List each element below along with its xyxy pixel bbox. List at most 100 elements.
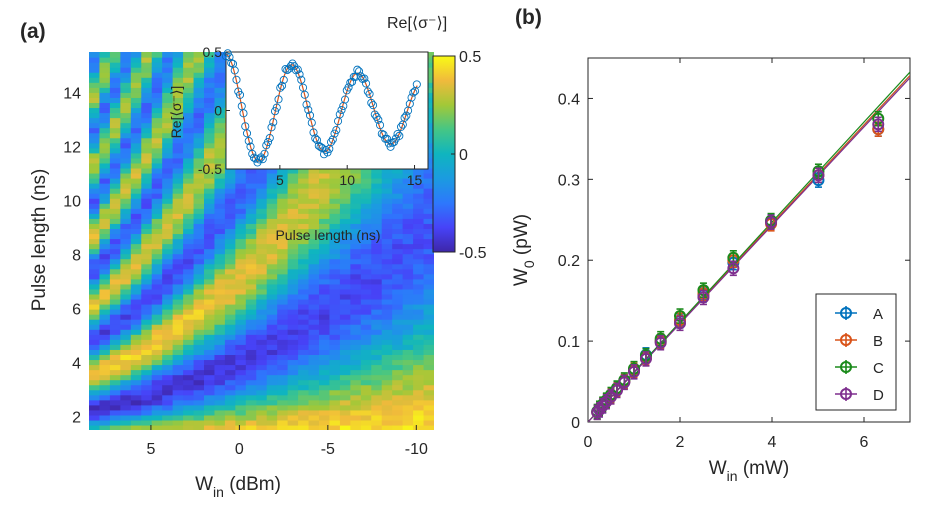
heatmap-cell	[183, 324, 195, 330]
heatmap-cell	[277, 193, 289, 199]
heatmap-cell	[298, 369, 310, 376]
heatmap-cell	[402, 374, 414, 381]
inset-data-point	[279, 75, 288, 84]
heatmap-cell	[214, 223, 226, 229]
heatmap-cell	[245, 243, 257, 250]
heatmap-cell	[120, 424, 132, 430]
heatmap-cell	[360, 293, 372, 300]
heatmap-cell	[151, 67, 163, 73]
heatmap-cell	[204, 87, 216, 93]
heatmap-cell	[319, 203, 331, 209]
heatmap-cell	[99, 288, 111, 295]
heatmap-cell	[141, 268, 153, 275]
heatmap-cell	[381, 213, 393, 219]
heatmap-cell	[298, 319, 310, 325]
heatmap-cell	[193, 339, 205, 345]
heatmap-cell	[204, 228, 216, 235]
heatmap-cell	[193, 399, 205, 406]
heatmap-cell	[381, 248, 393, 255]
heatmap-cell	[266, 399, 278, 406]
heatmap-cell	[245, 293, 257, 300]
heatmap-cell	[224, 248, 236, 255]
heatmap-cell	[245, 399, 257, 406]
heatmap-cell	[172, 208, 184, 214]
heatmap-cell	[130, 409, 142, 416]
heatmap-cell	[193, 288, 205, 295]
heatmap-cell	[392, 278, 404, 285]
heatmap-y-tick-label: 14	[63, 86, 81, 103]
heatmap-cell	[151, 394, 163, 401]
heatmap-cell	[109, 152, 121, 159]
heatmap-cell	[381, 288, 393, 295]
heatmap-cell	[245, 208, 257, 214]
heatmap-cell	[381, 228, 393, 235]
heatmap-cell	[193, 102, 205, 109]
heatmap-cell	[130, 374, 142, 381]
heatmap-cell	[319, 374, 331, 381]
heatmap-cell	[319, 248, 331, 255]
heatmap-cell	[204, 107, 216, 114]
heatmap-cell	[214, 218, 226, 224]
heatmap-cell	[339, 273, 351, 280]
heatmap-cell	[277, 424, 289, 430]
heatmap-cell	[162, 137, 174, 144]
heatmap-cell	[287, 283, 299, 290]
heatmap-cell	[162, 67, 174, 73]
heatmap-cell	[319, 324, 331, 330]
heatmap-cell	[109, 77, 121, 83]
heatmap-cell	[339, 238, 351, 245]
heatmap-cell	[183, 137, 195, 144]
heatmap-cell	[245, 349, 257, 355]
heatmap-cell	[287, 243, 299, 250]
heatmap-cell	[130, 238, 142, 245]
heatmap-cell	[99, 193, 111, 199]
heatmap-cell	[350, 283, 362, 290]
heatmap-cell	[214, 188, 226, 194]
heatmap-cell	[298, 379, 310, 386]
heatmap-cell	[183, 57, 195, 63]
heatmap-cell	[109, 102, 121, 109]
heatmap-cell	[360, 394, 372, 401]
heatmap-cell	[308, 339, 320, 345]
heatmap-cell	[339, 419, 351, 426]
heatmap-cell	[224, 293, 236, 300]
inset-data-point	[367, 98, 376, 107]
heatmap-cell	[423, 349, 434, 355]
heatmap-cell	[287, 349, 299, 355]
heatmap-cell	[151, 188, 163, 194]
heatmap-cell	[371, 183, 383, 189]
fit-line-c	[588, 71, 910, 422]
heatmap-cell	[371, 263, 383, 270]
heatmap-cell	[99, 359, 111, 366]
heatmap-cell	[151, 127, 163, 134]
heatmap-cell	[402, 334, 414, 340]
heatmap-cell	[423, 278, 434, 285]
heatmap-cell	[141, 258, 153, 265]
heatmap-cell	[266, 278, 278, 285]
inset-data-point	[332, 126, 341, 135]
heatmap-cell	[256, 354, 268, 361]
heatmap-cell	[151, 389, 163, 396]
heatmap-cell	[162, 414, 174, 421]
heatmap-cell	[329, 314, 341, 320]
heatmap-cell	[109, 127, 121, 134]
heatmap-cell	[266, 178, 278, 184]
inset-data-point	[305, 111, 315, 120]
heatmap-cell	[130, 253, 142, 260]
heatmap-cell	[423, 208, 434, 214]
heatmap-cell	[162, 62, 174, 68]
heatmap-cell	[204, 394, 216, 401]
heatmap-cell	[109, 147, 121, 154]
heatmap-cell	[413, 253, 425, 260]
heatmap-cell	[141, 309, 153, 315]
heatmap-cell	[392, 258, 404, 265]
heatmap-cell	[350, 172, 362, 179]
heatmap-cell	[120, 52, 132, 58]
heatmap-cell	[99, 278, 111, 285]
heatmap-cell	[109, 172, 121, 179]
heatmap-cell	[141, 298, 153, 305]
heatmap-cell	[109, 188, 121, 194]
heatmap-cell	[339, 243, 351, 250]
heatmap-cell	[339, 268, 351, 275]
heatmap-cell	[162, 319, 174, 325]
